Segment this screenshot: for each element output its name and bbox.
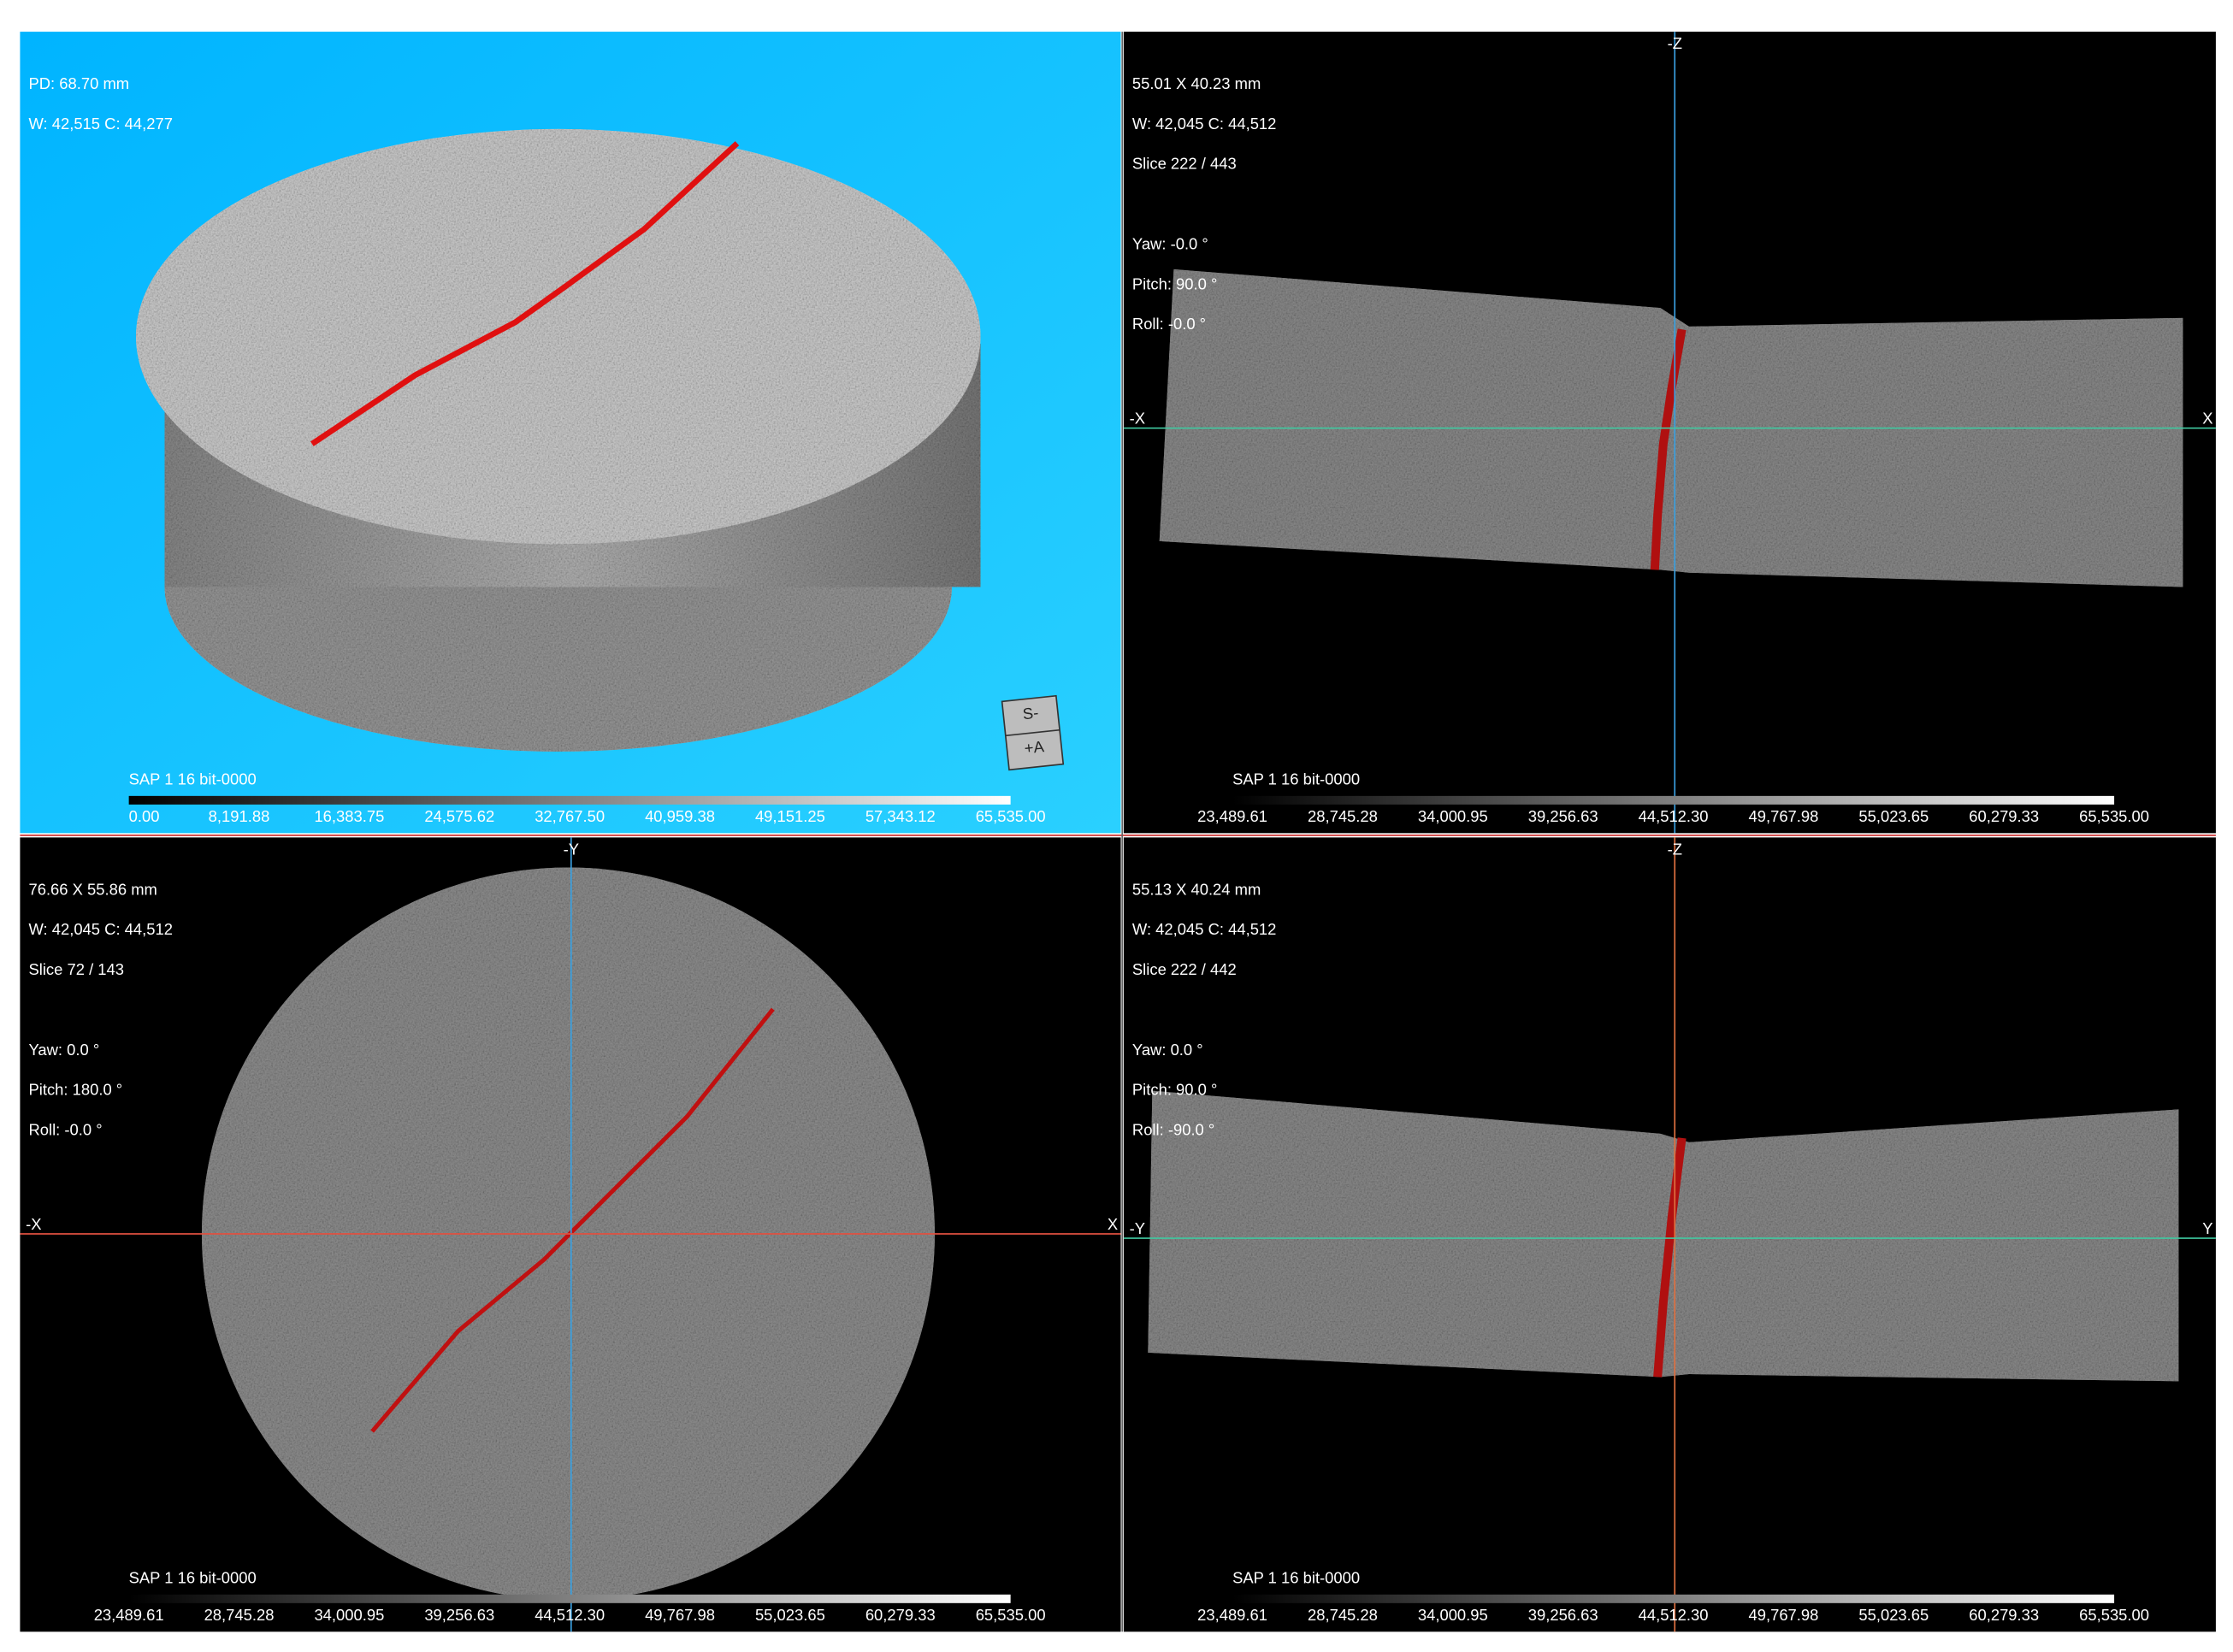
colorbar-label: 55,023.65: [1858, 1606, 1929, 1624]
colorbar-label: 60,279.33: [1969, 807, 2039, 825]
colorbar-label: 23,489.61: [1197, 1606, 1267, 1624]
colorbar: [128, 1594, 1011, 1603]
info-text: Roll: -90.0 °: [1132, 1121, 1214, 1139]
info-text: W: 42,515 C: 44,277: [28, 115, 173, 133]
colorbar-label: 16,383.75: [314, 807, 384, 825]
colorbar-label: 55,023.65: [755, 1606, 825, 1624]
axis-label: -Z: [1668, 34, 1682, 52]
info-text: Roll: -0.0 °: [28, 1121, 102, 1139]
colorbar-label: 34,000.95: [314, 1606, 384, 1624]
colorbar: [1232, 1594, 2115, 1603]
colorbar-title: SAP 1 16 bit-0000: [129, 770, 257, 788]
crack: [310, 141, 740, 446]
info-text: Yaw: 0.0 °: [1132, 1041, 1203, 1059]
info-text: Pitch: 180.0 °: [28, 1081, 122, 1099]
colorbar-label: 44,512.30: [535, 1606, 605, 1624]
colorbar-label: 23,489.61: [94, 1606, 164, 1624]
axis-label: -X: [26, 1215, 41, 1233]
colorbar-label: 44,512.30: [1639, 807, 1709, 825]
info-text: Pitch: 90.0 °: [1132, 274, 1217, 292]
info-text: Yaw: 0.0 °: [28, 1041, 99, 1059]
colorbar-label: 65,535.00: [976, 807, 1046, 825]
cube-label: +A: [1024, 737, 1046, 757]
colorbar-label: 8,191.88: [209, 807, 270, 825]
axis-label: -X: [1130, 410, 1145, 428]
colorbar-label: 28,745.28: [1308, 1606, 1378, 1624]
info-text: Yaw: -0.0 °: [1132, 234, 1208, 252]
colorbar-label: 60,279.33: [865, 1606, 936, 1624]
orientation-cube[interactable]: S- +A: [1001, 694, 1065, 771]
colorbar-label: 39,256.63: [424, 1606, 494, 1624]
colorbar-label: 44,512.30: [1639, 1606, 1709, 1624]
info-text: Roll: -0.0 °: [1132, 315, 1206, 333]
colorbar-label: 34,000.95: [1418, 807, 1488, 825]
info-text: W: 42,045 C: 44,512: [1132, 115, 1277, 133]
crack: [370, 1007, 775, 1433]
info-text: Slice 222 / 443: [1132, 155, 1237, 173]
axis-label: Y: [2202, 1219, 2212, 1237]
colorbar-title: SAP 1 16 bit-0000: [129, 1568, 257, 1586]
info-text: Pitch: 90.0 °: [1132, 1081, 1217, 1099]
colorbar-label: 0.00: [129, 807, 160, 825]
colorbar-title: SAP 1 16 bit-0000: [1232, 1568, 1360, 1586]
colorbar: [128, 795, 1011, 805]
info-text: PD: 68.70 mm: [28, 74, 129, 92]
axis-label: X: [2202, 410, 2212, 428]
colorbar-label: 57,343.12: [865, 807, 936, 825]
info-text: Slice 222 / 442: [1132, 960, 1237, 978]
colorbar-label: 32,767.50: [535, 807, 605, 825]
colorbar-label: 39,256.63: [1528, 1606, 1598, 1624]
info-text: 55.13 X 40.24 mm: [1132, 880, 1261, 898]
axis-label: -Y: [1130, 1219, 1145, 1237]
colorbar-label: 24,575.62: [424, 807, 494, 825]
colorbar-label: 28,745.28: [1308, 807, 1378, 825]
info-text: 55.01 X 40.23 mm: [1132, 74, 1261, 92]
colorbar-label: 49,767.98: [645, 1606, 715, 1624]
colorbar-label: 65,535.00: [2079, 1606, 2149, 1624]
colorbar-label: 65,535.00: [976, 1606, 1046, 1624]
colorbar-label: 49,767.98: [1749, 1606, 1819, 1624]
info-text: W: 42,045 C: 44,512: [28, 920, 173, 938]
slice-image: [1148, 1090, 2179, 1382]
colorbar-label: 34,000.95: [1418, 1606, 1488, 1624]
colorbar: [1232, 795, 2115, 805]
colorbar-label: 49,767.98: [1749, 807, 1819, 825]
crack: [1653, 1137, 1687, 1378]
axis-label: -Y: [564, 840, 579, 858]
info-text: Slice 72 / 143: [28, 960, 124, 978]
axis-label: -Z: [1668, 840, 1682, 858]
colorbar-label: 23,489.61: [1197, 807, 1267, 825]
cube-label: S-: [1022, 703, 1040, 723]
colorbar-label: 60,279.33: [1969, 1606, 2039, 1624]
colorbar-label: 28,745.28: [204, 1606, 275, 1624]
colorbar-label: 65,535.00: [2079, 807, 2149, 825]
colorbar-title: SAP 1 16 bit-0000: [1232, 770, 1360, 788]
axis-label: X: [1108, 1215, 1118, 1233]
colorbar-label: 40,959.38: [645, 807, 715, 825]
info-text: 76.66 X 55.86 mm: [28, 880, 157, 898]
colorbar-label: 39,256.63: [1528, 807, 1598, 825]
colorbar-label: 49,151.25: [755, 807, 825, 825]
specimen-3d: [136, 128, 981, 752]
colorbar-label: 55,023.65: [1858, 807, 1929, 825]
info-text: W: 42,045 C: 44,512: [1132, 920, 1277, 938]
